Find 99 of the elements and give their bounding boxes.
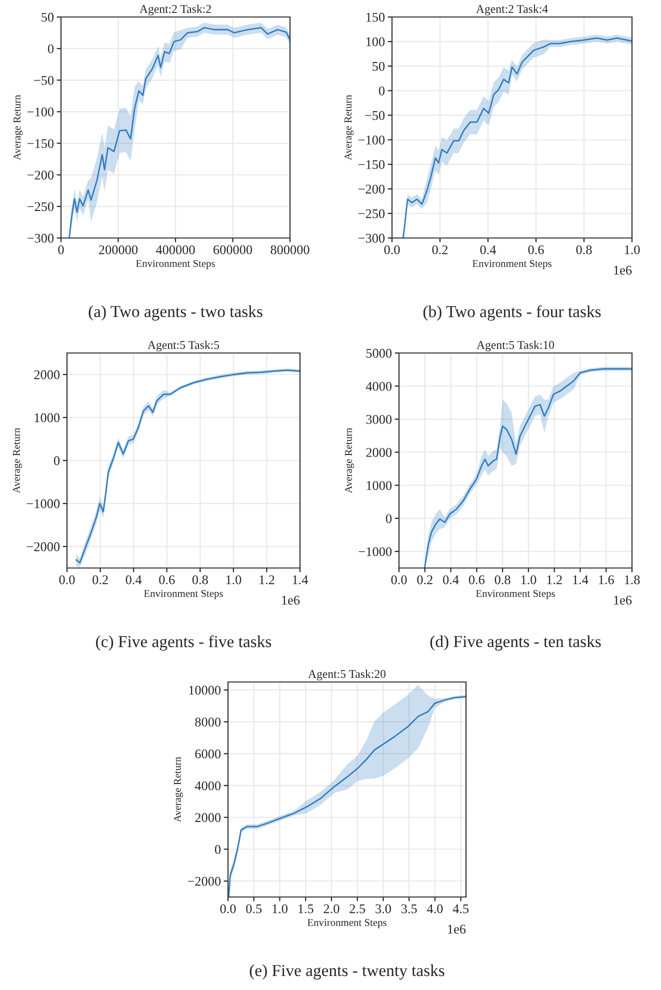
y-axis-title: Average Return: [12, 428, 22, 494]
y-tick-label: 1000: [34, 413, 60, 422]
y-tick-label: −100: [27, 108, 54, 116]
y-tick-label: −150: [358, 160, 385, 170]
chart-title: Agent:5 Task:10: [476, 340, 554, 352]
x-tick-label: 1.2: [260, 575, 274, 584]
text: (e) Five agents - twenty tasks: [250, 964, 444, 980]
y-tick-label: −2000: [188, 876, 221, 886]
y-tick-label: 150: [366, 12, 385, 22]
x-tick-label: 1.2: [547, 575, 562, 584]
y-tick-label: −150: [27, 139, 54, 148]
x-tick-label: 4.0: [426, 904, 443, 914]
x-tick-label: 0.8: [192, 575, 208, 584]
x-tick-label: 0.0: [220, 904, 236, 914]
x-tick-label: 1.4: [292, 575, 308, 584]
x-tick-label: 3.0: [376, 904, 391, 914]
x-tick-label: 1.0: [272, 904, 288, 914]
y-tick-label: 4000: [194, 781, 221, 790]
x-tick-label: 1.5: [298, 904, 314, 914]
text: (c) Five agents - five tasks: [96, 635, 272, 651]
x-tick-label: 0.8: [576, 245, 592, 254]
x-tick-label: 1.4: [573, 575, 588, 584]
y-tick-label: −50: [365, 111, 385, 120]
y-axis-title: Average Return: [344, 94, 354, 160]
y-tick-label: −100: [358, 136, 385, 144]
x-tick-label: 0.2: [417, 575, 432, 584]
y-tick-label: 50: [42, 12, 54, 22]
text: 1e6: [448, 924, 466, 934]
x-tick-label: 0.4: [443, 575, 459, 584]
x-tick-label: 0.4: [126, 575, 142, 584]
x-tick-label: 0.0: [391, 575, 407, 584]
x-tick-label: 0.6: [468, 575, 485, 584]
x-axis-title: Environment Steps: [144, 590, 223, 600]
y-tick-label: −2000: [26, 542, 60, 552]
y-tick-label: 100: [366, 37, 385, 46]
x-tick-label: 2.0: [324, 904, 340, 914]
x-tick-label: 0.5: [246, 904, 262, 914]
x-tick-label: 1.8: [624, 575, 640, 584]
y-tick-label: −1000: [26, 499, 60, 508]
y-tick-label: 0: [54, 456, 60, 466]
x-tick-label: 0.6: [159, 575, 175, 584]
text: 1e6: [282, 596, 300, 605]
y-tick-label: 0: [214, 845, 221, 854]
y-tick-label: 2000: [366, 448, 392, 457]
y-tick-label: 50: [372, 62, 385, 71]
y-tick-label: 0: [386, 514, 392, 524]
y-axis-title: Average Return: [14, 94, 23, 160]
y-tick-label: −200: [358, 184, 385, 194]
x-tick-label: 1.0: [521, 575, 536, 584]
x-tick-label: 1.0: [624, 245, 640, 254]
y-tick-label: 8000: [195, 718, 221, 727]
y-tick-label: 6000: [195, 749, 221, 758]
y-tick-label: −1000: [358, 547, 392, 556]
y-tick-label: −250: [27, 202, 54, 212]
x-axis-title: Environment Steps: [472, 260, 552, 270]
y-tick-label: 2000: [34, 370, 60, 380]
y-tick-label: 3000: [366, 414, 392, 424]
text: 1e6: [614, 266, 632, 275]
x-tick-label: 200000: [99, 245, 138, 254]
chart-title: Agent:5 Task:5: [148, 340, 220, 352]
x-tick-label: 0.0: [59, 575, 75, 584]
text: (d) Five agents - ten tasks: [430, 635, 601, 651]
y-tick-label: 0: [48, 44, 54, 54]
y-tick-label: −300: [27, 234, 54, 243]
y-tick-label: −200: [27, 170, 54, 180]
x-tick-label: 400000: [156, 245, 195, 254]
y-tick-label: −50: [34, 76, 54, 85]
chart-title: Agent:2 Task:4: [476, 4, 548, 16]
y-axis-title: Average Return: [174, 756, 184, 822]
y-tick-label: 2000: [195, 813, 221, 822]
chart-title: Agent:2 Task:2: [140, 4, 211, 16]
x-tick-label: 0.2: [92, 575, 108, 584]
y-tick-label: −300: [358, 234, 385, 243]
x-tick-label: 2.5: [350, 904, 366, 914]
x-tick-label: 0.4: [480, 245, 496, 254]
x-tick-label: 600000: [214, 245, 252, 254]
text: 1e6: [614, 596, 632, 605]
y-tick-label: 5000: [366, 348, 392, 358]
y-tick-label: 4000: [366, 382, 392, 391]
y-tick-label: 0: [378, 86, 385, 96]
x-tick-label: 0.2: [432, 245, 448, 254]
x-axis-title: Environment Steps: [136, 260, 215, 270]
x-tick-label: 1.6: [599, 575, 614, 584]
x-tick-label: 4.5: [452, 904, 469, 914]
x-tick-label: 0.8: [494, 575, 510, 584]
x-tick-label: 1.0: [226, 575, 242, 584]
y-tick-label: −250: [358, 209, 385, 218]
x-tick-label: 0.0: [384, 245, 400, 254]
text: (b) Two agents - four tasks: [423, 305, 601, 321]
y-axis-title: Average Return: [344, 428, 354, 494]
x-axis-title: Environment Steps: [476, 590, 555, 600]
text: (a) Two agents - two tasks: [88, 305, 262, 321]
chart-title: Agent:5 Task:20: [308, 670, 386, 680]
y-tick-label: 10000: [189, 686, 221, 695]
x-tick-label: 3.5: [401, 904, 417, 914]
x-axis-title: Environment Steps: [308, 919, 386, 928]
x-tick-label: 0.6: [528, 245, 544, 254]
y-tick-label: 1000: [366, 481, 392, 490]
x-tick-label: 800000: [270, 245, 310, 254]
